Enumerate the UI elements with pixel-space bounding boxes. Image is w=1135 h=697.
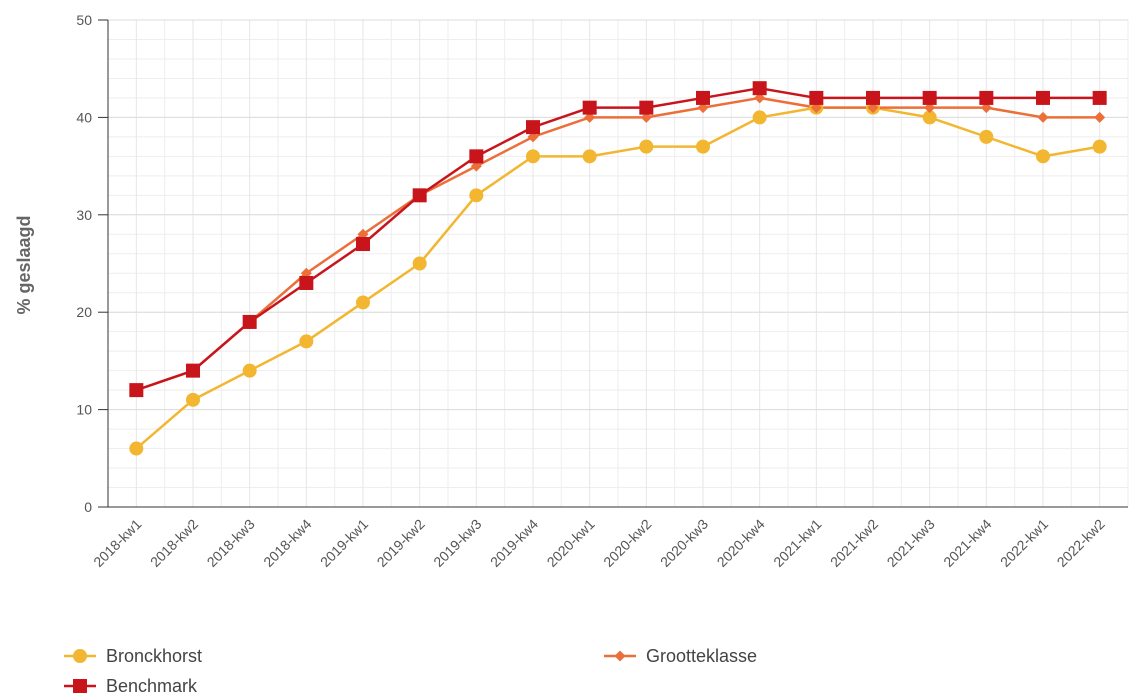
y-tick-label: 40 xyxy=(76,109,92,125)
x-tick-labels: 2018-kw1 2018-kw2 2018-kw3 2018-kw4 2019-kw1… xyxy=(90,516,1108,570)
x-tick-label: 2018-kw4 xyxy=(260,516,314,570)
data-point xyxy=(922,110,937,125)
data-point xyxy=(356,237,370,252)
x-tick-label: 2021-kw2 xyxy=(827,516,881,570)
x-tick-label: 2022-kw2 xyxy=(1054,516,1108,570)
x-tick-label: 2021-kw3 xyxy=(884,516,938,570)
x-tick-label: 2021-kw1 xyxy=(770,516,824,570)
x-tick-label: 2018-kw2 xyxy=(147,516,201,570)
data-point xyxy=(129,441,144,456)
data-point xyxy=(1036,149,1050,164)
x-tick-label: 2020-kw4 xyxy=(714,516,768,570)
data-point xyxy=(1092,139,1107,154)
x-tick-label: 2019-kw3 xyxy=(430,516,484,570)
series-line xyxy=(135,96,1100,392)
data-point xyxy=(1037,111,1049,123)
data-point xyxy=(469,188,484,203)
data-point xyxy=(242,314,257,329)
data-point xyxy=(639,100,654,115)
x-tick-label: 2020-kw3 xyxy=(657,516,711,570)
data-point xyxy=(356,295,370,310)
y-tick-label: 10 xyxy=(76,402,92,418)
legend-swatch-marker xyxy=(614,650,626,662)
data-point xyxy=(809,90,824,105)
data-point xyxy=(582,149,597,164)
axes xyxy=(98,19,1128,508)
legend-item: Bronckhorst xyxy=(64,646,202,666)
legend: Bronckhorst Grootteklasse Benchmark xyxy=(64,646,757,696)
data-point xyxy=(866,90,880,105)
legend-label: Benchmark xyxy=(106,676,198,696)
y-tick-labels: 0 10 20 30 40 50 xyxy=(76,12,92,515)
data-point xyxy=(752,81,767,96)
x-tick-label: 2022-kw1 xyxy=(997,516,1051,570)
x-tick-label: 2019-kw1 xyxy=(317,516,371,570)
legend-label: Bronckhorst xyxy=(106,646,202,666)
legend-swatch-marker xyxy=(73,679,87,693)
series-markers xyxy=(129,81,1107,456)
data-point xyxy=(582,100,597,115)
x-tick-label: 2018-kw3 xyxy=(204,516,258,570)
y-tick-label: 20 xyxy=(76,304,92,320)
data-point xyxy=(299,334,314,349)
data-point xyxy=(639,139,654,154)
x-tick-label: 2019-kw2 xyxy=(374,516,428,570)
series-lines xyxy=(135,86,1100,450)
data-point xyxy=(186,392,200,407)
series-line xyxy=(135,86,1100,392)
data-point xyxy=(299,275,314,290)
legend-item: Grootteklasse xyxy=(604,646,757,666)
legend-swatch-marker xyxy=(73,649,87,663)
data-point xyxy=(526,120,540,135)
data-point xyxy=(412,188,427,203)
x-tick-label: 2020-kw2 xyxy=(600,516,654,570)
legend-label: Grootteklasse xyxy=(646,646,757,666)
data-point xyxy=(979,90,994,105)
y-tick-label: 50 xyxy=(76,12,92,28)
data-point xyxy=(469,149,484,164)
data-point xyxy=(1094,111,1106,123)
y-axis-label: % geslaagd xyxy=(14,215,34,314)
data-point xyxy=(129,383,144,398)
data-point xyxy=(696,90,710,105)
minor-gridlines xyxy=(107,19,1129,508)
data-point xyxy=(922,90,937,105)
y-tick-label: 0 xyxy=(84,499,92,515)
data-point xyxy=(412,256,427,271)
data-point xyxy=(1092,90,1107,105)
series-line xyxy=(135,106,1100,450)
legend-item: Benchmark xyxy=(64,676,198,696)
x-tick-label: 2018-kw1 xyxy=(90,516,144,570)
data-point xyxy=(186,363,200,378)
x-tick-label: 2020-kw1 xyxy=(544,516,598,570)
data-point xyxy=(696,139,710,154)
y-tick-label: 30 xyxy=(76,207,92,223)
data-point xyxy=(526,149,540,164)
x-tick-label: 2019-kw4 xyxy=(487,516,541,570)
data-point xyxy=(242,363,257,378)
x-tick-label: 2021-kw4 xyxy=(940,516,994,570)
data-point xyxy=(979,129,994,144)
data-point xyxy=(752,110,767,125)
data-point xyxy=(1036,90,1050,105)
